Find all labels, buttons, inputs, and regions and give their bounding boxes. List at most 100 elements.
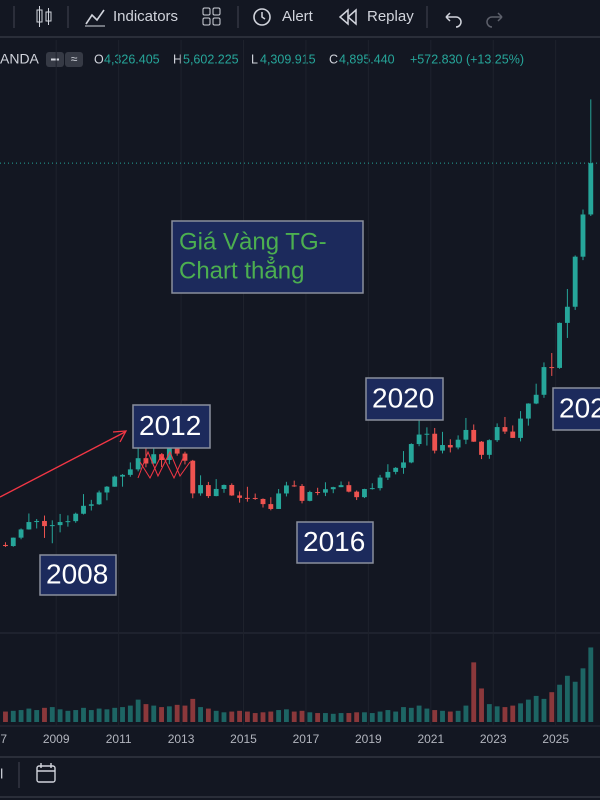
candle-body (588, 163, 594, 215)
volume-bar (276, 710, 282, 722)
symbol: ANDA (0, 51, 40, 67)
candle-body (424, 433, 430, 435)
indicators-button[interactable]: Indicators (85, 8, 178, 27)
volume-bar (518, 703, 523, 722)
candle-body (291, 485, 297, 487)
candle-body (182, 453, 188, 461)
x-tick-label: 2025 (542, 732, 569, 746)
candle-body (26, 522, 32, 530)
redo-button[interactable] (486, 12, 503, 28)
alert-button[interactable]: Alert (253, 8, 314, 26)
range-button[interactable]: ll (0, 766, 3, 782)
replay-button[interactable]: Replay (338, 8, 414, 26)
x-tick-label: 2013 (168, 732, 195, 746)
candle-body (494, 427, 500, 441)
volume-bar (96, 708, 102, 722)
annotation: 2020 (372, 382, 434, 413)
candle-body (229, 484, 235, 496)
candle-body (385, 471, 391, 478)
candle-body (3, 544, 8, 547)
candle-body (205, 485, 211, 497)
candle-body (315, 492, 321, 494)
annotation-box (171, 220, 364, 294)
volume-bar (166, 706, 172, 722)
candle-body (369, 488, 375, 490)
layout-button[interactable] (202, 7, 221, 26)
volume-bar (151, 705, 157, 722)
candle-body (307, 492, 313, 501)
toggle[interactable] (65, 52, 83, 67)
candle-icon[interactable] (36, 6, 52, 27)
volume-bar (120, 707, 125, 722)
ohlc-value: 5,602.225 (183, 52, 239, 66)
candle-body (276, 493, 282, 509)
ohlc-label: H (173, 52, 182, 66)
ohlc-value: 4,895.440 (339, 52, 395, 66)
arrow-head (112, 430, 128, 443)
volume-bar (49, 707, 55, 722)
candle-body (323, 489, 328, 493)
volume-bar (244, 711, 250, 722)
ohlc-label: O (94, 52, 104, 66)
candle-body (463, 429, 469, 440)
undo-button[interactable] (445, 12, 462, 28)
volume-bar (34, 710, 40, 722)
candle-body (346, 485, 352, 492)
candle-body (198, 485, 203, 494)
toggle-icon: ≈ (71, 52, 78, 66)
candle-body (159, 454, 164, 460)
volume-bar (307, 712, 313, 722)
candle-body (268, 504, 274, 509)
volume-bar (315, 713, 321, 722)
volume-bar (73, 710, 79, 722)
candle-body (354, 491, 360, 498)
volume-bar (447, 711, 453, 722)
volume-bar (260, 712, 266, 722)
candle-body (455, 439, 461, 448)
x-tick-label: 2021 (417, 732, 444, 746)
volume-bar (385, 710, 391, 722)
candle-body (135, 458, 141, 470)
volume-bar (159, 707, 164, 722)
volume-bar (408, 707, 414, 722)
volume-bar (182, 705, 188, 722)
volume-bar (557, 684, 562, 722)
volume-bar (424, 708, 430, 722)
candle-body (104, 486, 110, 493)
volume-bar (455, 710, 461, 722)
candle-body (88, 504, 94, 506)
volume-bar (580, 668, 586, 722)
volume-bar (18, 710, 24, 722)
candle-body (572, 256, 578, 307)
candle-body (533, 394, 539, 404)
volume-bar (205, 708, 211, 722)
ohlc-value: 4,309.915 (260, 52, 316, 66)
candle-body (10, 537, 16, 547)
volume-bar (377, 711, 383, 722)
volume-bar (588, 647, 594, 722)
candle-body (471, 429, 477, 442)
x-tick-label: 2019 (355, 732, 382, 746)
volume-bar (463, 705, 469, 722)
date-range-button[interactable] (36, 763, 56, 783)
volume-bar (65, 710, 71, 722)
volume-bar (354, 712, 360, 722)
volume-bar (237, 710, 243, 722)
volume-bar (190, 698, 196, 722)
volume-bar (471, 662, 477, 722)
volume-bar (88, 710, 94, 722)
candle-body (112, 476, 118, 487)
volume-bar (268, 711, 274, 722)
volume-bar (330, 713, 336, 722)
candle-body (447, 445, 453, 448)
volume-bar (252, 713, 258, 722)
volume-bar (572, 681, 578, 722)
volume-bar (564, 675, 570, 722)
annotation: 202 (559, 392, 600, 423)
volume-bar (502, 707, 508, 722)
volume-bar (369, 713, 375, 722)
volume-bar (486, 704, 492, 722)
change: +572.830 (+13.25%) (410, 52, 524, 66)
